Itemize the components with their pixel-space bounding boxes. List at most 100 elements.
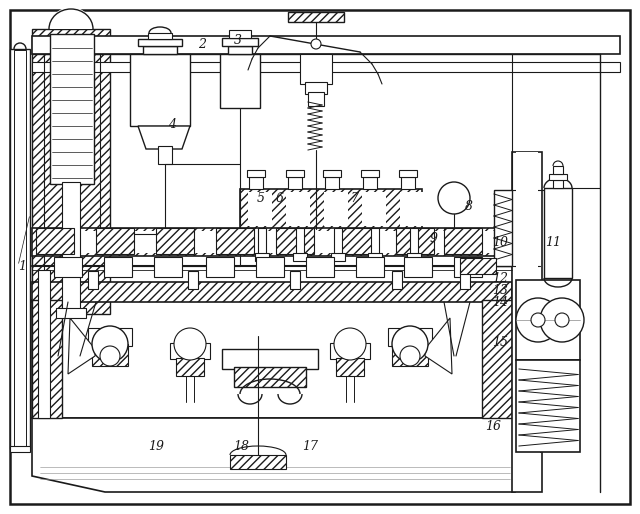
Bar (258, 228, 266, 256)
Bar (553, 166, 563, 174)
Bar (206, 257, 234, 277)
Bar (62, 182, 80, 314)
Bar (88, 328, 132, 346)
Bar (216, 228, 254, 254)
Bar (400, 192, 424, 226)
Bar (286, 170, 304, 177)
Bar (363, 177, 377, 189)
Bar (288, 12, 344, 22)
Bar (158, 146, 172, 164)
Bar (549, 174, 567, 180)
Bar (154, 257, 182, 277)
Circle shape (174, 328, 206, 360)
Text: 5: 5 (257, 193, 265, 206)
Bar (388, 328, 432, 346)
Bar (230, 455, 286, 469)
Polygon shape (38, 424, 508, 484)
Text: 7: 7 (350, 193, 358, 206)
Bar (392, 344, 428, 366)
Bar (323, 170, 341, 177)
Bar (32, 254, 512, 284)
Bar (460, 258, 496, 274)
Bar (356, 257, 384, 277)
Bar (331, 253, 345, 261)
Bar (288, 177, 302, 189)
Bar (516, 280, 580, 360)
Bar (361, 170, 379, 177)
Circle shape (540, 298, 584, 342)
Bar (32, 36, 620, 54)
Bar (32, 282, 512, 302)
Bar (276, 228, 314, 254)
Polygon shape (68, 318, 95, 374)
Bar (32, 300, 62, 418)
Text: 2: 2 (198, 38, 206, 50)
Bar (256, 257, 284, 277)
Polygon shape (138, 126, 190, 149)
Polygon shape (425, 318, 452, 374)
Bar (404, 257, 432, 277)
Bar (170, 343, 210, 359)
Text: 18: 18 (233, 439, 249, 452)
Bar (32, 29, 110, 314)
Bar (460, 271, 470, 289)
Bar (176, 358, 204, 376)
Bar (306, 257, 334, 277)
Bar (410, 228, 418, 256)
Bar (286, 192, 310, 226)
Bar (38, 270, 50, 418)
Bar (54, 257, 82, 277)
Circle shape (516, 298, 560, 342)
Bar (362, 192, 386, 226)
Bar (234, 367, 306, 387)
Bar (249, 177, 263, 189)
Text: 17: 17 (302, 439, 318, 452)
Bar (32, 62, 620, 72)
Bar (10, 49, 30, 449)
Bar (494, 190, 512, 266)
Text: 8: 8 (465, 199, 473, 212)
Bar (516, 152, 538, 488)
Bar (247, 170, 265, 177)
Polygon shape (32, 418, 515, 492)
Text: 14: 14 (492, 296, 508, 308)
Bar (334, 228, 342, 256)
Bar (482, 300, 512, 418)
Circle shape (400, 346, 420, 366)
Text: 1: 1 (18, 260, 26, 272)
Text: 13: 13 (492, 284, 508, 297)
Bar (544, 188, 572, 278)
Bar (444, 228, 482, 254)
Bar (10, 446, 30, 452)
Text: 15: 15 (492, 336, 508, 348)
Text: 9: 9 (430, 232, 438, 246)
Circle shape (531, 313, 545, 327)
Bar (255, 253, 269, 261)
Bar (248, 192, 272, 226)
Bar (324, 192, 348, 226)
Bar (325, 177, 339, 189)
Bar (104, 257, 132, 277)
Bar (222, 349, 318, 369)
Circle shape (92, 326, 128, 362)
Text: 11: 11 (545, 235, 561, 248)
Wedge shape (49, 7, 93, 29)
Text: 6: 6 (276, 193, 284, 206)
Text: 10: 10 (492, 235, 508, 248)
Text: 3: 3 (234, 33, 242, 46)
Bar (290, 271, 300, 289)
Bar (96, 228, 134, 254)
Bar (371, 228, 379, 256)
Text: 19: 19 (148, 439, 164, 452)
Bar (36, 231, 508, 253)
Bar (229, 30, 251, 38)
Bar (143, 46, 177, 54)
Circle shape (438, 182, 470, 214)
Bar (88, 271, 98, 289)
Bar (454, 257, 482, 277)
Bar (188, 271, 198, 289)
Bar (336, 358, 364, 376)
Bar (138, 39, 182, 46)
Bar (512, 152, 542, 492)
Bar (300, 54, 332, 84)
